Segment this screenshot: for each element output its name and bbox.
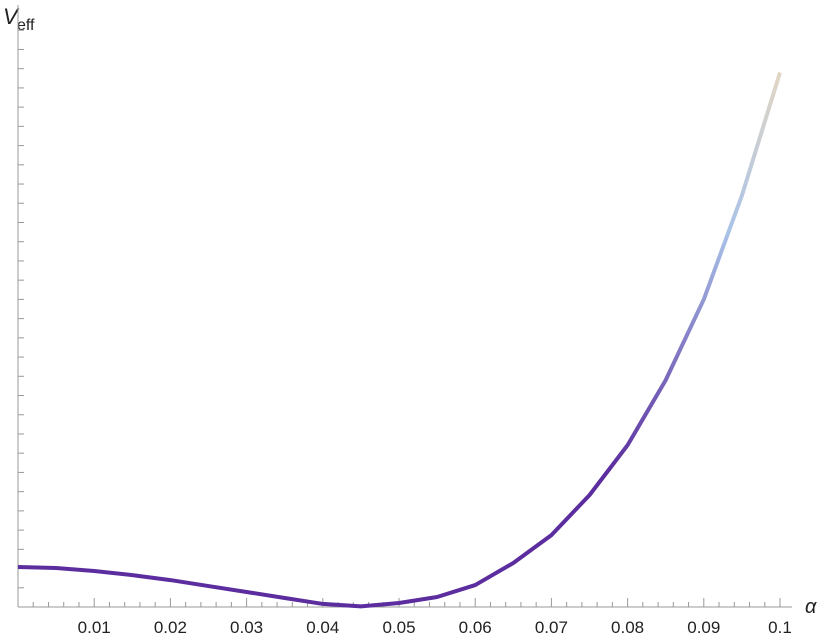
x-tick-label: 0.02 (154, 618, 187, 637)
x-axis-label: α (805, 596, 817, 618)
y-axis-label-subscript: eff (17, 17, 35, 34)
x-tick-label: 0.06 (459, 618, 492, 637)
y-axis-label: V (3, 4, 20, 29)
x-tick-label: 0.08 (611, 618, 644, 637)
x-tick-label: 0.03 (230, 618, 263, 637)
x-tick-label: 0.05 (382, 618, 415, 637)
x-tick-label: 0.07 (535, 618, 568, 637)
x-tick-label: 0.1 (768, 618, 792, 637)
x-tick-label: 0.04 (306, 618, 339, 637)
x-tick-label: 0.01 (78, 618, 111, 637)
curve (17, 71, 782, 609)
x-tick-label: 0.09 (687, 618, 720, 637)
